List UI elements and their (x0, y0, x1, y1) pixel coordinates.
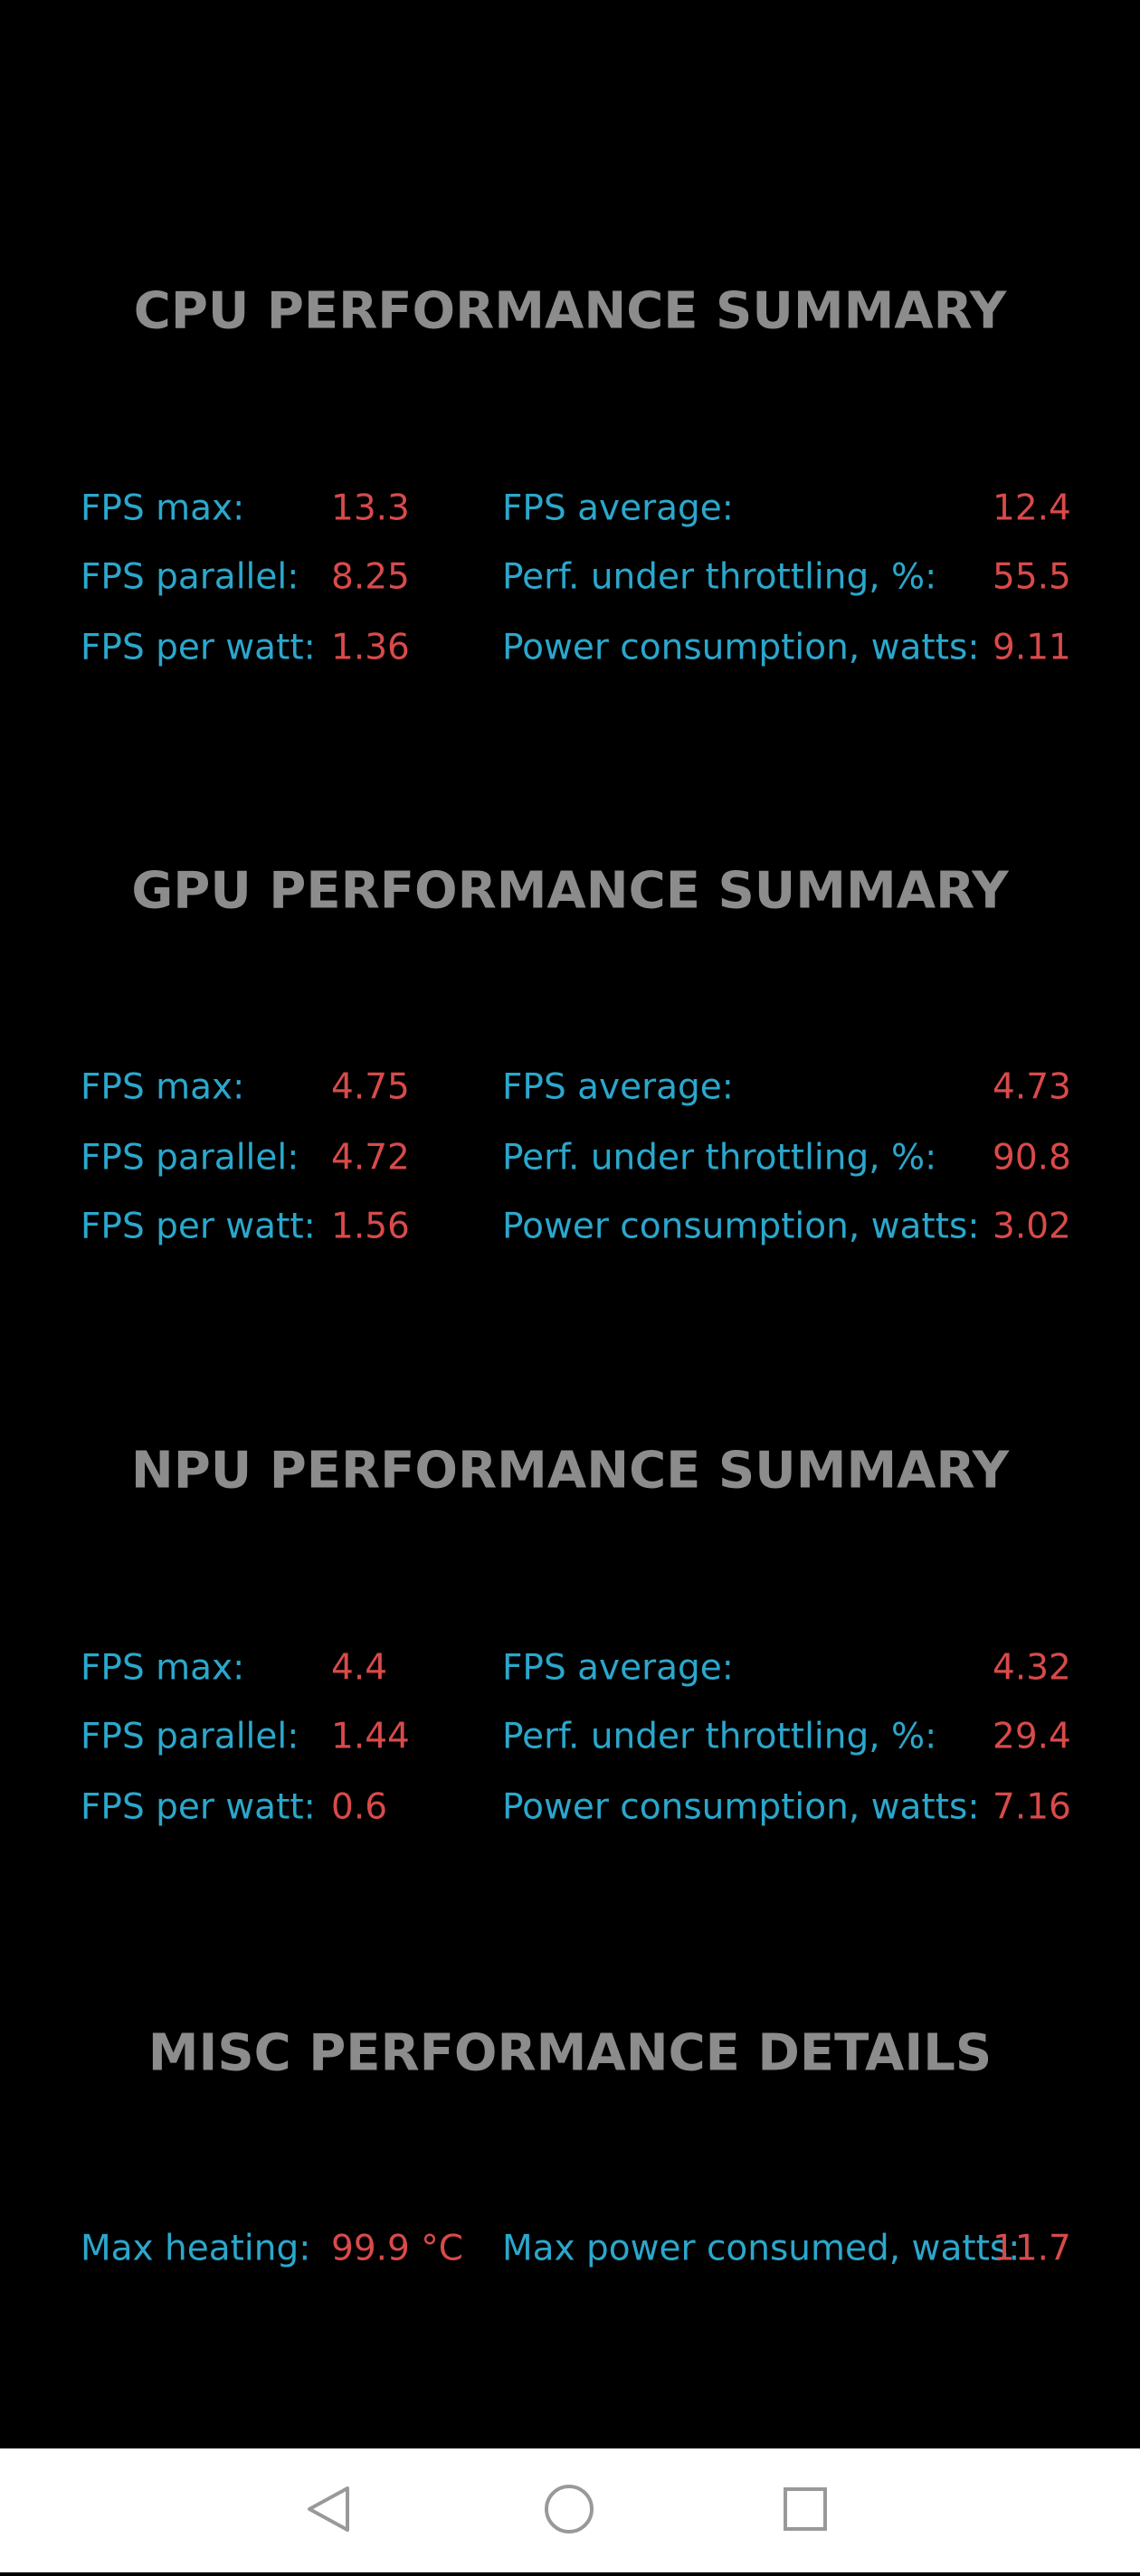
metric-label: FPS per watt: (81, 627, 316, 668)
metric-label: Max power consumed, watts: (502, 2228, 1021, 2269)
metric-value: 7.16 (993, 1786, 1071, 1828)
metric-label: Perf. under throttling, %: (502, 1716, 937, 1757)
metric-value: 0.6 (331, 1786, 388, 1828)
metric-label: FPS max: (81, 488, 245, 529)
metric-value: 11.7 (993, 2228, 1071, 2269)
section-title: MISC PERFORMANCE DETAILS (147, 2023, 993, 2083)
metric-label: FPS parallel: (81, 556, 299, 598)
nav-icons (308, 2485, 827, 2533)
metric-value: 55.5 (993, 556, 1071, 598)
recents-button[interactable] (784, 2487, 827, 2531)
metric-value: 1.56 (331, 1206, 410, 1247)
metric-value: 1.36 (331, 627, 410, 668)
metric-label: FPS average: (502, 1066, 734, 1108)
metric-value: 29.4 (993, 1716, 1071, 1757)
section-title: NPU PERFORMANCE SUMMARY (130, 1441, 1010, 1501)
metric-value: 1.44 (331, 1716, 410, 1757)
metric-value: 4.73 (993, 1066, 1071, 1108)
metric-label: FPS parallel: (81, 1137, 299, 1179)
metric-label: Power consumption, watts: (502, 627, 980, 668)
metric-label: FPS max: (81, 1066, 245, 1108)
metric-label: Power consumption, watts: (502, 1206, 980, 1247)
metric-value: 90.8 (993, 1137, 1071, 1179)
metric-value: 4.32 (993, 1647, 1071, 1689)
section-title: CPU PERFORMANCE SUMMARY (133, 281, 1007, 341)
metric-value: 9.11 (993, 627, 1071, 668)
metric-label: Power consumption, watts: (502, 1786, 980, 1828)
metric-label: Max heating: (81, 2228, 311, 2269)
home-button[interactable] (545, 2485, 594, 2533)
metric-value: 8.25 (331, 556, 410, 598)
metric-label: FPS per watt: (81, 1786, 316, 1828)
metric-label: Perf. under throttling, %: (502, 1137, 937, 1179)
metric-label: FPS average: (502, 1647, 734, 1689)
metric-label: FPS max: (81, 1647, 245, 1689)
navigation-bar (0, 2448, 1140, 2572)
metric-label: FPS average: (502, 488, 734, 529)
metric-value: 3.02 (993, 1206, 1071, 1247)
metric-value: 99.9 °C (331, 2228, 463, 2269)
section-title: GPU PERFORMANCE SUMMARY (131, 861, 1009, 921)
metric-value: 4.4 (331, 1647, 388, 1689)
metric-label: Perf. under throttling, %: (502, 556, 937, 598)
metric-label: FPS parallel: (81, 1716, 299, 1757)
metric-label: FPS per watt: (81, 1206, 316, 1247)
metric-value: 13.3 (331, 488, 410, 529)
back-button[interactable] (308, 2486, 349, 2532)
metric-value: 4.72 (331, 1137, 410, 1179)
metric-value: 12.4 (993, 488, 1071, 529)
metric-value: 4.75 (331, 1066, 410, 1108)
